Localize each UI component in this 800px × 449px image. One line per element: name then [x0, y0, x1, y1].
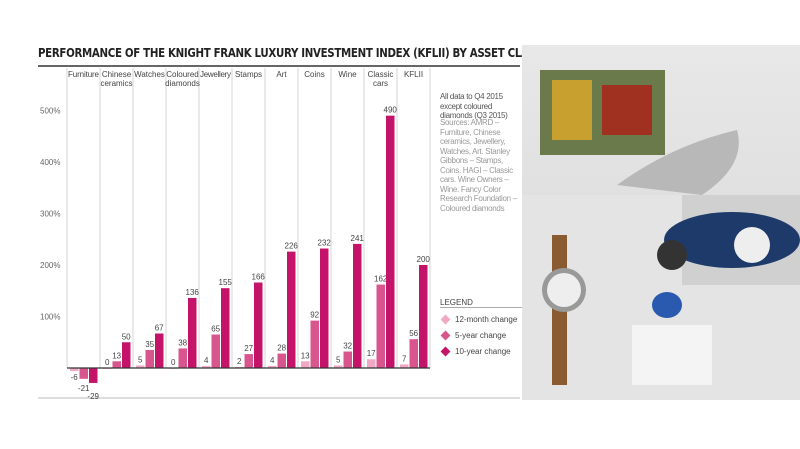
y-tick-label: 100% [40, 313, 60, 322]
bar-12-month-change [268, 365, 277, 368]
data-label: 166 [252, 273, 266, 282]
legend-label: 12-month change [455, 314, 518, 324]
category-label: ceramics [100, 79, 132, 88]
bar-5-year-change [79, 368, 88, 379]
category-label: Coins [304, 70, 324, 79]
bar-12-month-change [301, 361, 310, 368]
bar-10-year-change [320, 248, 329, 368]
bar-12-month-change [202, 365, 211, 368]
legend-item-5-year: 5-year change [440, 327, 522, 343]
data-label: 162 [374, 275, 388, 284]
data-label: 92 [310, 311, 319, 320]
data-label: 7 [402, 354, 407, 363]
bar-5-year-change [409, 339, 418, 368]
legend-label: 5-year change [455, 330, 507, 340]
data-label: -29 [87, 392, 99, 401]
data-label: 241 [351, 234, 365, 243]
data-label: 200 [417, 255, 431, 264]
category-label: Jewellery [200, 70, 231, 79]
bar-5-year-change [178, 348, 187, 368]
category-label: Coloured [166, 70, 198, 79]
legend: LEGEND 12-month change 5-year change 10-… [440, 298, 522, 359]
data-label: 27 [244, 344, 253, 353]
bar-12-month-change [400, 364, 409, 368]
data-label: 32 [343, 342, 352, 351]
bar-10-year-change [122, 342, 131, 368]
legend-item-10-year: 10-year change [440, 343, 522, 359]
data-label: 226 [285, 242, 299, 251]
data-label: 155 [219, 278, 233, 287]
bar-10-year-change [287, 251, 296, 368]
bar-5-year-change [277, 353, 286, 368]
data-label: -21 [78, 384, 90, 393]
legend-label: 10-year change [455, 346, 511, 356]
bar-5-year-change [310, 320, 319, 368]
bar-5-year-change [343, 351, 352, 368]
data-label: 67 [155, 323, 164, 332]
data-label: 17 [367, 349, 376, 358]
data-label: 65 [211, 325, 220, 334]
bar-10-year-change [221, 288, 230, 368]
diamond-icon [440, 346, 451, 356]
bar-10-year-change [353, 243, 362, 368]
bar-10-year-change [386, 115, 395, 369]
data-label: 4 [204, 356, 209, 365]
bar-10-year-change [254, 282, 263, 368]
bar-12-month-change [136, 365, 145, 368]
bar-12-month-change [70, 368, 79, 372]
data-label: 13 [112, 351, 121, 360]
category-label: Furniture [68, 70, 100, 79]
data-label: 35 [145, 340, 154, 349]
bar-5-year-change [145, 349, 154, 368]
bar-10-year-change [188, 297, 197, 368]
data-label: 0 [171, 358, 176, 367]
data-label: 2 [237, 357, 242, 366]
category-label: Chinese [102, 70, 132, 79]
bar-5-year-change [376, 284, 385, 368]
bar-10-year-change [89, 368, 98, 383]
bar-10-year-change [155, 333, 164, 368]
category-label: Watches [134, 70, 165, 79]
data-label: 50 [122, 332, 131, 341]
bar-5-year-change [244, 354, 253, 368]
data-label: 136 [186, 288, 200, 297]
category-label: diamonds [165, 79, 200, 88]
category-label: KFLII [404, 70, 423, 79]
y-tick-label: 200% [40, 261, 60, 270]
category-label: cars [373, 79, 388, 88]
data-label: 28 [277, 344, 286, 353]
data-label: 13 [301, 351, 310, 360]
chart-title: PERFORMANCE OF THE KNIGHT FRANK LUXURY I… [38, 45, 543, 60]
bar-12-month-change [367, 359, 376, 368]
data-label: 490 [384, 106, 398, 115]
category-label: Wine [338, 70, 357, 79]
data-label: 0 [105, 358, 110, 367]
legend-title: LEGEND [440, 298, 473, 307]
bar-5-year-change [211, 334, 220, 368]
sources-note: Sources: AMRD – Furniture, Chinese ceram… [440, 118, 517, 213]
diamond-icon [440, 330, 451, 340]
legend-item-12-month: 12-month change [440, 311, 522, 327]
data-label: -6 [71, 373, 79, 382]
category-label: Art [276, 70, 287, 79]
data-note: All data to Q4 2015 except coloured diam… [440, 92, 508, 120]
luxury-assets-photo [522, 45, 800, 400]
bar-12-month-change [334, 365, 343, 368]
category-label: Stamps [235, 70, 262, 79]
y-tick-label: 500% [40, 107, 60, 116]
bar-10-year-change [419, 265, 428, 368]
y-tick-label: 400% [40, 158, 60, 167]
data-label: 232 [318, 239, 332, 248]
y-tick-label: 300% [40, 210, 60, 219]
diamond-icon [440, 314, 451, 324]
bar-5-year-change [112, 361, 121, 368]
data-label: 56 [409, 329, 418, 338]
data-label: 5 [138, 355, 143, 364]
category-label: Classic [368, 70, 394, 79]
data-label: 4 [270, 356, 275, 365]
data-label: 5 [336, 355, 341, 364]
data-label: 38 [178, 338, 187, 347]
